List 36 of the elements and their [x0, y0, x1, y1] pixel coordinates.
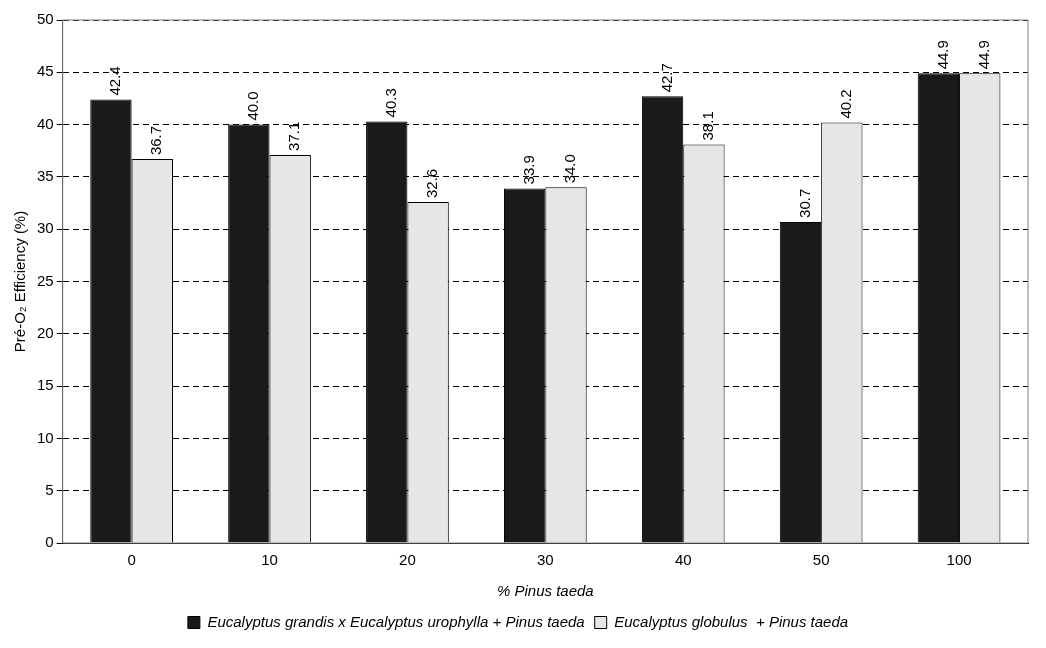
- legend-label: Eucalyptus grandis x Eucalyptus urophylla + Pinus taeda: [207, 612, 585, 630]
- text: 40.2: [836, 89, 854, 119]
- text: 40.3: [381, 88, 399, 118]
- text: 33.9: [519, 155, 537, 185]
- y-tick-label: 25: [37, 271, 54, 289]
- x-tick-label: 40: [674, 551, 692, 569]
- text: 44.9: [933, 40, 951, 70]
- x-tick-label: 30: [537, 551, 554, 569]
- text: 44.9: [974, 40, 992, 70]
- legend-label: Eucalyptus globulus + Pinus taeda: [614, 612, 849, 630]
- x-tick-label: 20: [399, 551, 416, 569]
- y-tick-label: 15: [37, 376, 54, 394]
- x-tick-label: 100: [946, 551, 972, 569]
- text: 37.1: [285, 121, 303, 151]
- y-tick-label: 10: [37, 428, 54, 446]
- y-tick-label: 50: [37, 10, 54, 28]
- y-tick-label: 5: [45, 480, 54, 498]
- text: 40.0: [243, 91, 261, 121]
- x-tick-label: 50: [812, 551, 830, 569]
- y-tick-label: 35: [37, 167, 54, 185]
- text: 30.7: [795, 188, 813, 218]
- text: 32.6: [423, 168, 441, 198]
- text: 36.7: [147, 125, 165, 156]
- x-tick-label: 0: [127, 551, 136, 569]
- text: 34.0: [561, 154, 579, 184]
- text: 42.4: [106, 66, 124, 96]
- text: 38.1: [699, 111, 717, 141]
- x-axis-title: % Pinus taeda: [496, 582, 594, 600]
- y-tick-label: 0: [45, 533, 54, 551]
- y-axis-title: Pré-O₂ Efficiency (%): [11, 210, 29, 353]
- y-tick-label: 20: [37, 323, 54, 341]
- y-tick-label: 45: [37, 62, 54, 80]
- y-tick-label: 30: [37, 219, 54, 237]
- y-tick-label: 40: [37, 114, 54, 132]
- text: 42.7: [657, 63, 675, 93]
- x-tick-label: 10: [261, 551, 278, 569]
